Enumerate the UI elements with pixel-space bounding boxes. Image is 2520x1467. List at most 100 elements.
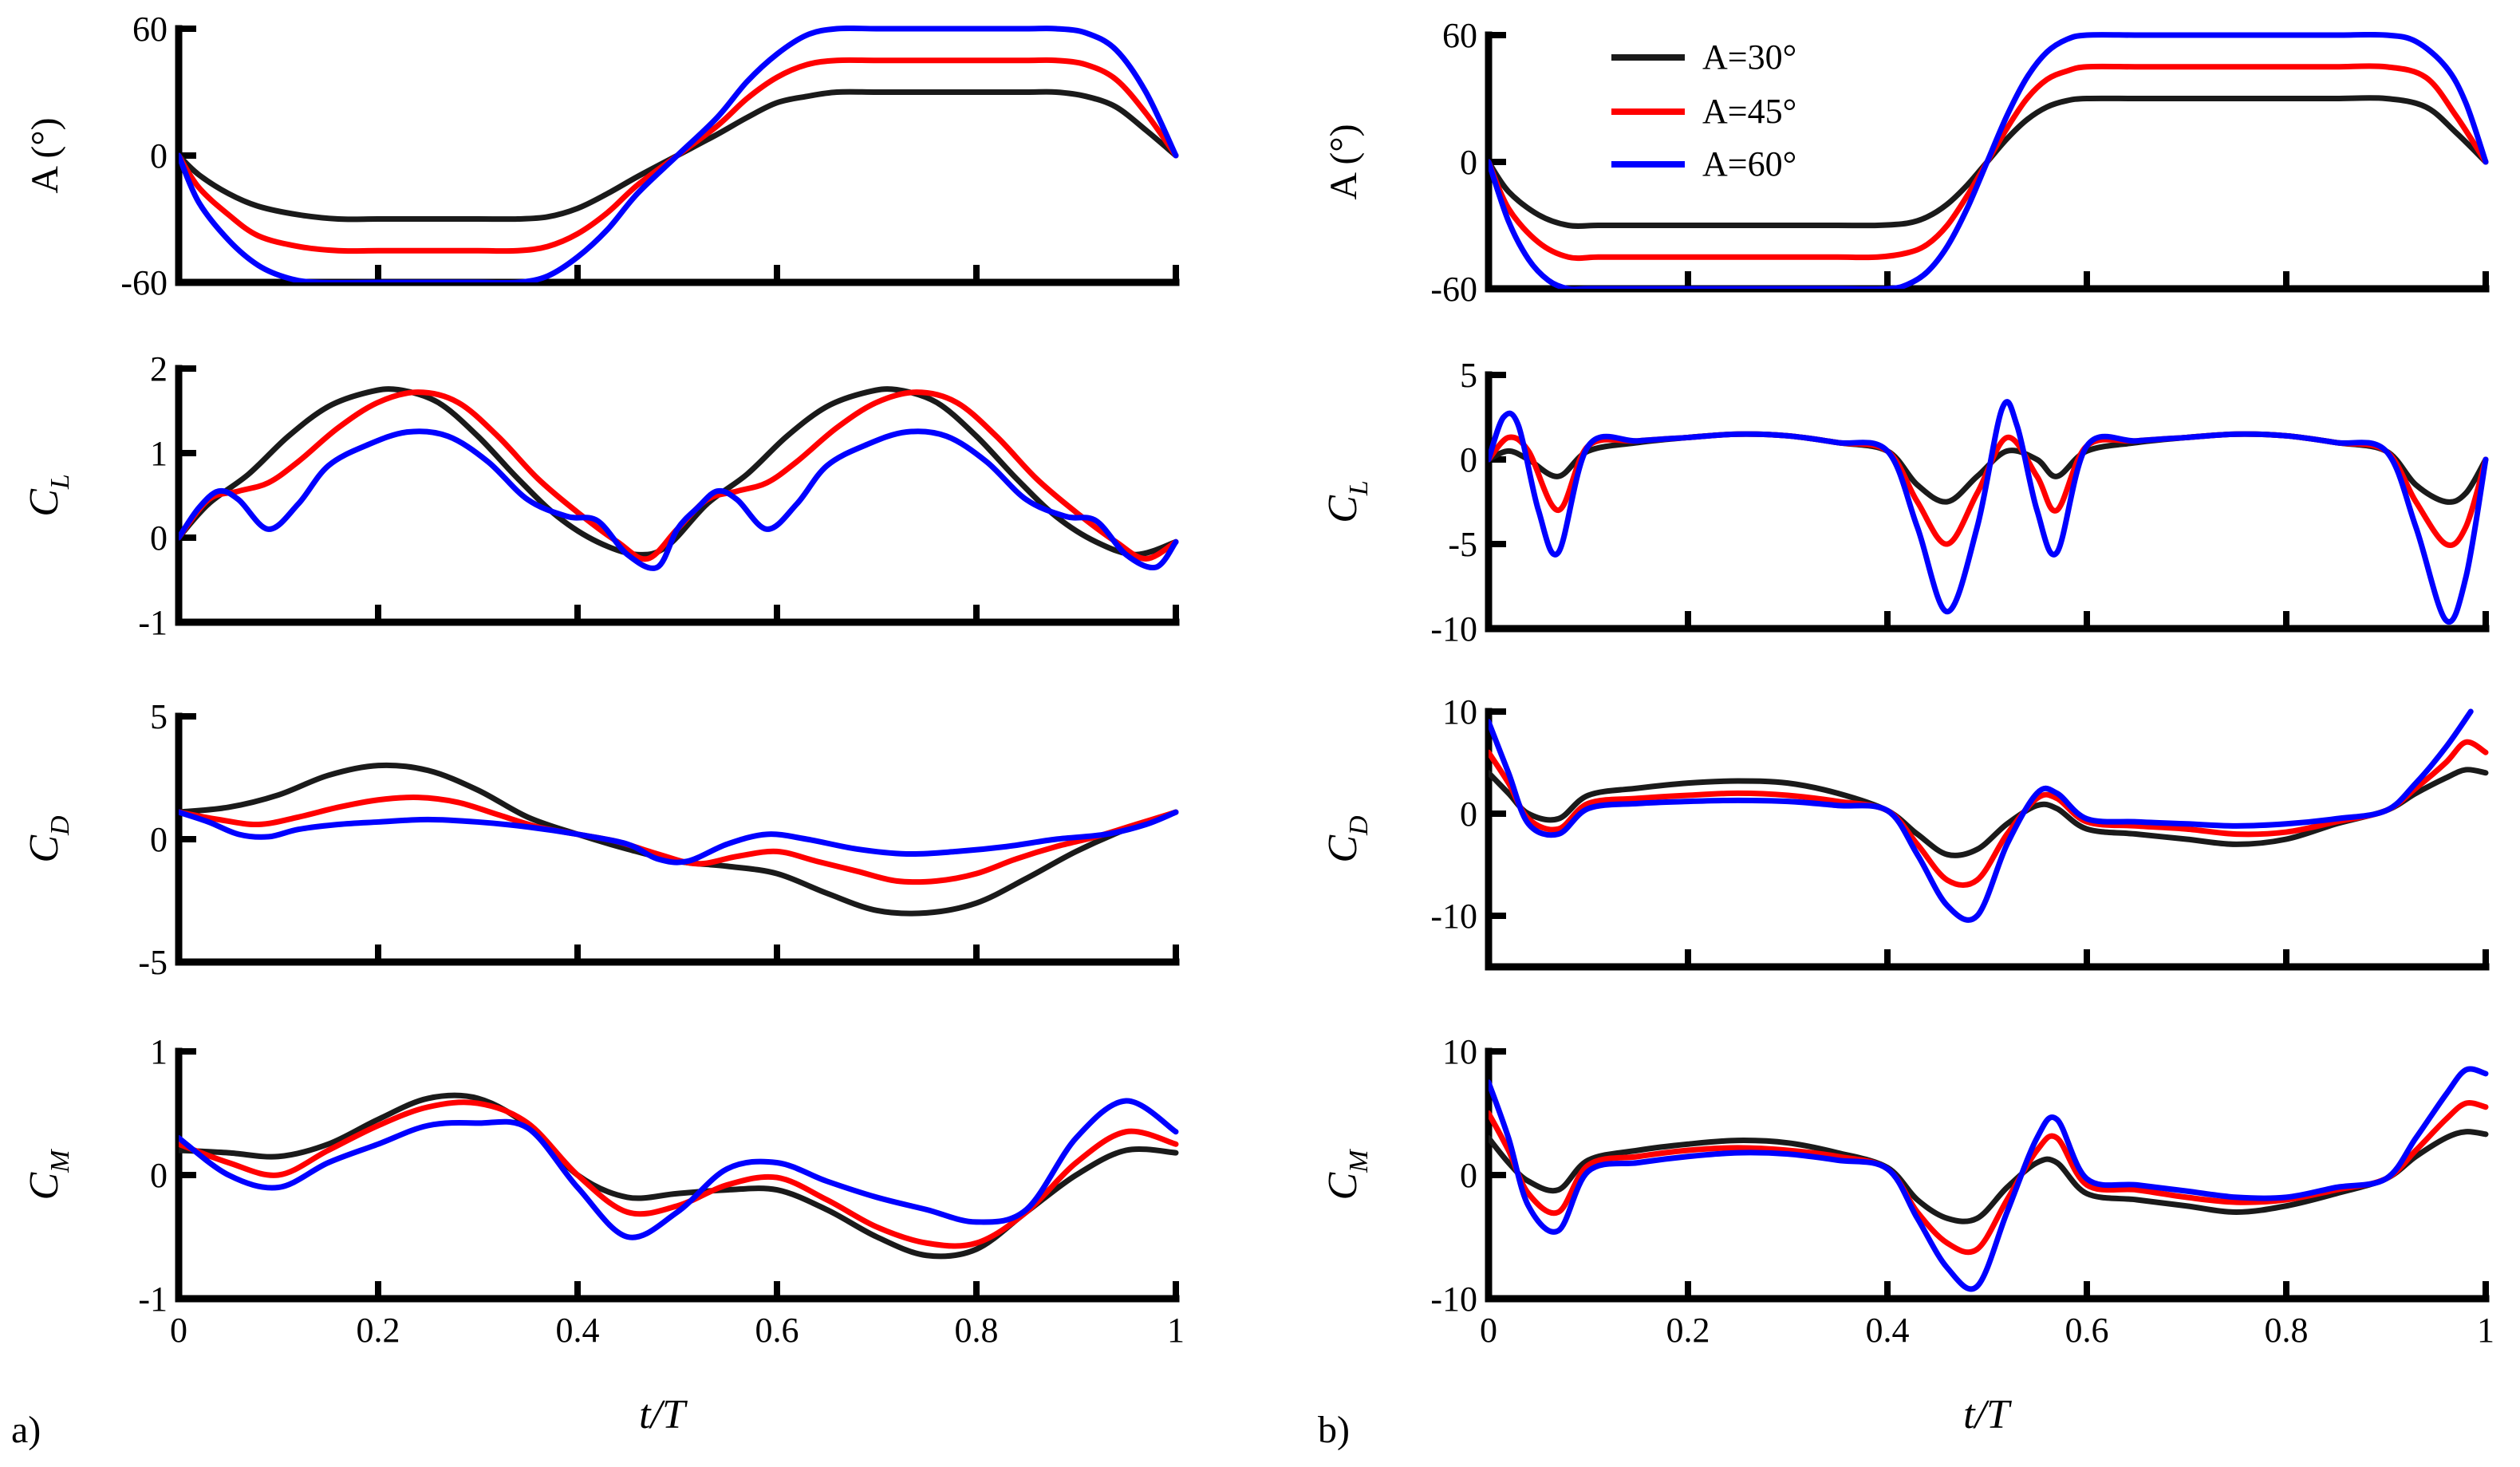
series-line-a45 — [1489, 739, 2489, 889]
y-tick-label: 0 — [150, 1156, 168, 1195]
y-tick-label: 1 — [150, 434, 168, 473]
y-tick-label: 0 — [1460, 143, 1477, 182]
y-tick-label: -1 — [138, 1280, 168, 1319]
y-tick-label: 0 — [1460, 795, 1477, 834]
y-axis-title: CM — [1320, 1149, 1374, 1201]
series-line-a45 — [179, 1099, 1179, 1249]
series-line-a30 — [179, 1092, 1179, 1260]
series-group — [1489, 1066, 2489, 1292]
series-group — [179, 762, 1179, 917]
y-axis-title: CD — [1320, 815, 1374, 863]
series-line-a60 — [1489, 32, 2489, 289]
series-line-a60 — [1489, 1066, 2489, 1292]
panel-label-a: a) — [11, 1409, 41, 1451]
y-axis-title: CL — [22, 474, 75, 517]
x-tick-label: 0 — [1480, 1311, 1497, 1350]
y-tick-label: 60 — [132, 10, 168, 49]
series-line-a30 — [1489, 767, 2489, 858]
y-tick-label: 10 — [1442, 692, 1477, 732]
x-tick-label: 0.2 — [1666, 1311, 1710, 1350]
series-group — [179, 1092, 1179, 1260]
y-axis-title-main: C — [22, 1172, 67, 1201]
legend-label-a30: A=30° — [1702, 37, 1796, 77]
y-axis-title-sub: D — [1344, 815, 1374, 836]
y-tick-label: -10 — [1430, 609, 1477, 649]
series-line-a30 — [1489, 1129, 2489, 1224]
x-tick-label: 0.8 — [2265, 1311, 2309, 1350]
y-axis-title-sub: L — [45, 474, 75, 490]
y-tick-label: 0 — [150, 519, 168, 558]
x-axis-title-a: t/T — [639, 1392, 688, 1437]
panel-label-b: b) — [1318, 1409, 1350, 1451]
x-tick-label: 0.2 — [357, 1311, 400, 1350]
series-group — [1489, 32, 2489, 289]
y-axis-title: A (°) — [24, 117, 66, 193]
y-tick-label: 5 — [150, 697, 168, 736]
subplot-b-CL: -10 -5 0 5 CL — [1320, 356, 2490, 649]
y-tick-label: 0 — [1460, 1156, 1477, 1195]
y-axis-title-main: C — [1320, 495, 1366, 523]
series-group — [179, 26, 1179, 282]
series-line-a60 — [179, 26, 1179, 282]
series-group — [179, 386, 1179, 571]
y-axis-title-main: C — [1320, 834, 1366, 863]
series-line-a60 — [179, 809, 1179, 866]
subplot-b-A: -60 0 60 A (°) — [1323, 16, 2490, 309]
y-axis-title-main: C — [22, 488, 67, 517]
y-tick-label: 1 — [150, 1032, 168, 1071]
y-axis-title-sub: M — [1344, 1149, 1374, 1173]
legend-label-a60: A=60° — [1702, 144, 1796, 183]
y-tick-label: 0 — [1460, 440, 1477, 479]
x-tick-label: 0.4 — [1866, 1311, 1910, 1350]
x-tick-label: 0.6 — [2065, 1311, 2109, 1350]
x-tick-label: 0 — [170, 1311, 187, 1350]
y-axis-title-sub: M — [45, 1149, 75, 1173]
x-tick-label: 1 — [1167, 1311, 1185, 1350]
series-group — [1489, 399, 2489, 625]
x-axis-title-b: t/T — [1963, 1392, 2012, 1437]
y-tick-label: -1 — [138, 603, 168, 642]
y-axis-title: CM — [22, 1149, 75, 1201]
series-line-a30 — [179, 762, 1179, 917]
subplot-a-A: -60 0 60 A (°) — [24, 10, 1180, 302]
y-axis-title: CD — [22, 815, 75, 863]
y-tick-label: 0 — [150, 820, 168, 859]
x-tick-label: 0.4 — [556, 1311, 600, 1350]
series-line-a45 — [1489, 63, 2489, 262]
legend-label-a45: A=45° — [1702, 92, 1796, 131]
y-tick-label: 0 — [150, 136, 168, 175]
y-axis-title: A (°) — [1323, 124, 1365, 199]
y-tick-label: -10 — [1430, 1280, 1477, 1319]
y-tick-label: 2 — [150, 349, 168, 388]
series-line-a60 — [1489, 399, 2489, 625]
y-tick-label: -60 — [1430, 270, 1477, 309]
y-tick-label: -5 — [138, 943, 168, 982]
y-tick-label: 5 — [1460, 356, 1477, 395]
subplot-a-CD: -5 0 5 CD — [22, 697, 1180, 982]
legend: A=30° A=45° A=60° — [1611, 37, 1796, 183]
x-tick-label: 0.8 — [955, 1311, 999, 1350]
y-tick-label: 60 — [1442, 16, 1477, 55]
y-axis-title-sub: D — [45, 815, 75, 836]
series-line-a45 — [179, 795, 1179, 885]
series-group — [1489, 708, 2489, 923]
y-axis-title-sub: L — [1344, 480, 1374, 496]
y-axis-title: CL — [1320, 480, 1374, 523]
y-axis-title-main: C — [1320, 1172, 1366, 1201]
subplot-a-CL: -1 0 1 2 CL — [22, 349, 1180, 642]
series-line-a60 — [1489, 708, 2474, 923]
series-line-a60 — [179, 1098, 1179, 1240]
y-tick-label: 10 — [1442, 1032, 1477, 1071]
series-line-a30 — [1489, 95, 2489, 229]
y-tick-label: -10 — [1430, 897, 1477, 936]
y-axis-title-main: C — [22, 834, 67, 863]
subplot-b-CD: -10 0 10 CD — [1320, 692, 2490, 971]
y-tick-label: -5 — [1448, 525, 1477, 564]
y-tick-label: -60 — [120, 263, 168, 302]
series-line-a45 — [1489, 1100, 2489, 1256]
x-tick-label: 0.6 — [755, 1311, 799, 1350]
